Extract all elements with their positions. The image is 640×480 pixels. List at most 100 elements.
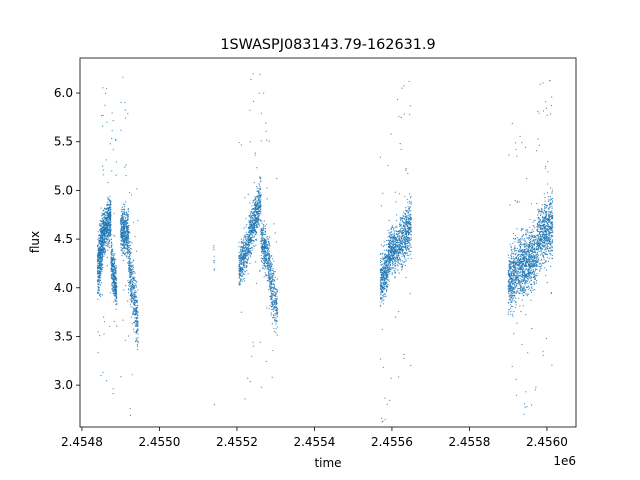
data-point [127, 280, 129, 282]
data-point [133, 308, 135, 310]
data-point [135, 291, 137, 293]
data-point [264, 233, 266, 236]
data-point [104, 207, 106, 209]
data-point [131, 248, 133, 250]
data-point [123, 215, 125, 218]
data-point [128, 285, 130, 287]
data-point [251, 232, 253, 234]
data-point [120, 246, 122, 249]
data-point [125, 117, 127, 119]
data-point [386, 244, 388, 246]
data-point [268, 255, 270, 257]
data-point [102, 87, 104, 89]
data-point [391, 255, 393, 258]
data-point [270, 297, 272, 299]
data-point [266, 187, 268, 189]
data-point [410, 233, 412, 236]
data-point [389, 247, 391, 250]
data-point [127, 289, 130, 291]
data-point [126, 246, 128, 248]
data-point [274, 232, 276, 234]
data-point [246, 245, 248, 247]
data-point [251, 355, 253, 357]
data-point [244, 254, 246, 256]
data-point [126, 219, 128, 222]
data-point [127, 207, 129, 210]
data-point [252, 242, 254, 244]
data-point [385, 258, 388, 260]
data-point [101, 241, 103, 243]
data-point [113, 291, 115, 293]
data-point [388, 280, 390, 282]
data-point [410, 237, 412, 239]
data-point [262, 241, 265, 243]
data-point [404, 229, 406, 232]
data-point [381, 286, 383, 288]
data-point [391, 252, 393, 254]
data-point [104, 104, 106, 106]
data-point [380, 276, 382, 279]
data-point [408, 248, 410, 250]
data-point [104, 253, 106, 256]
data-point [393, 253, 395, 255]
data-point [115, 294, 117, 296]
data-point [104, 230, 107, 232]
data-point [265, 122, 267, 124]
data-point [395, 247, 397, 249]
data-point [125, 243, 127, 245]
data-point [380, 259, 382, 262]
data-point [124, 234, 126, 236]
data-point [259, 192, 261, 194]
data-point [115, 264, 117, 267]
data-point [246, 269, 248, 271]
data-point [246, 252, 248, 254]
data-point [410, 221, 412, 224]
data-point [249, 235, 251, 238]
data-point [123, 247, 125, 249]
data-point [112, 282, 115, 284]
data-point [105, 207, 107, 209]
data-point [101, 238, 103, 240]
data-point [394, 271, 396, 273]
data-point [120, 236, 122, 238]
data-point [244, 197, 246, 199]
data-point [97, 247, 99, 249]
data-point [397, 98, 399, 101]
data-point [386, 289, 388, 291]
data-point [410, 238, 412, 240]
data-point [101, 270, 103, 273]
data-point [96, 276, 99, 278]
data-point [100, 267, 102, 269]
data-point [107, 233, 109, 235]
data-point [388, 246, 390, 249]
data-point [382, 276, 385, 278]
data-point [260, 212, 262, 214]
data-point [249, 248, 251, 250]
data-point [400, 253, 402, 255]
data-point [391, 272, 393, 274]
data-point [387, 283, 389, 286]
data-point [380, 296, 382, 298]
data-point [388, 256, 390, 258]
data-point [113, 278, 115, 280]
data-point [115, 138, 117, 141]
data-point [242, 258, 244, 260]
data-point [267, 251, 269, 253]
data-point [110, 263, 112, 265]
data-point [264, 231, 266, 233]
data-point [132, 264, 134, 266]
data-point [384, 285, 386, 287]
data-point [272, 286, 274, 289]
data-point [381, 417, 383, 420]
data-point [98, 267, 100, 270]
data-point [109, 207, 111, 209]
data-point [113, 274, 115, 276]
data-point [410, 364, 412, 367]
data-point [388, 251, 390, 254]
data-point [392, 226, 394, 229]
data-point [260, 230, 262, 232]
data-point [270, 290, 272, 292]
data-point [384, 255, 386, 257]
data-point [400, 238, 402, 240]
data-point [122, 234, 125, 236]
